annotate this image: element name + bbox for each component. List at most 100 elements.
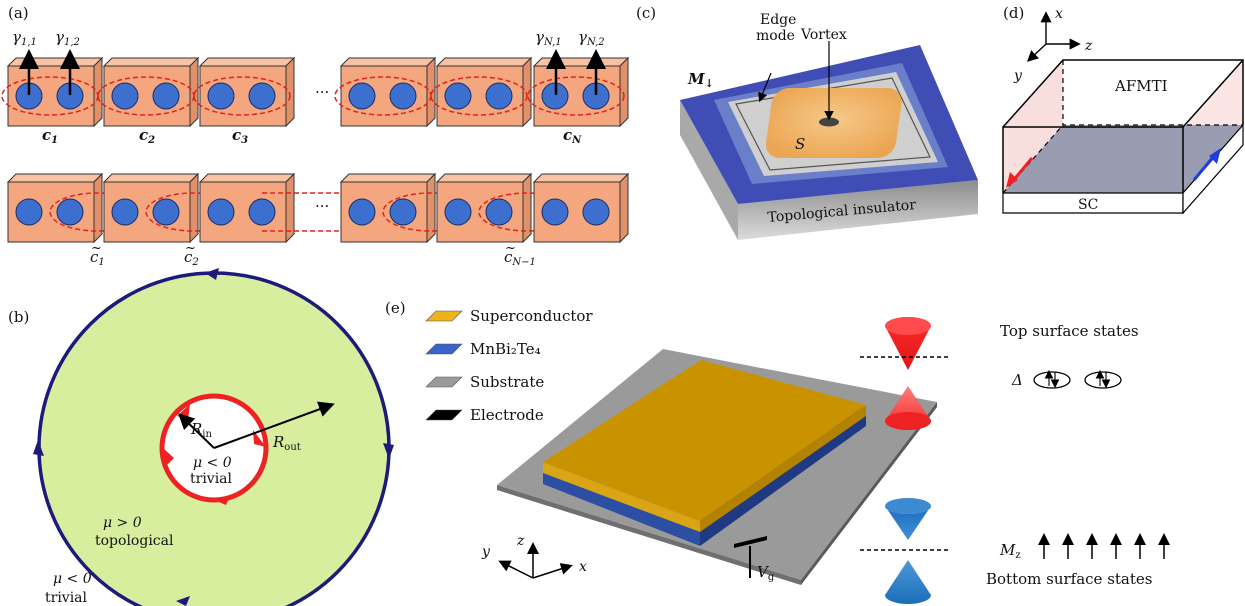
majorana-site bbox=[111, 198, 139, 226]
ring-mu-label: μ > 0 bbox=[103, 515, 142, 531]
inner-arrow-bottom bbox=[214, 495, 230, 505]
legend-label: MnBi₂Te₄ bbox=[470, 340, 541, 358]
chain-row-top bbox=[1, 56, 630, 128]
slab-front-side bbox=[738, 180, 978, 240]
pairing-ellipse bbox=[527, 76, 625, 116]
top-states-label: Top surface states bbox=[1000, 322, 1139, 340]
panel-e-label: (e) bbox=[385, 299, 406, 317]
chain-dots-bottom: ··· bbox=[315, 197, 329, 215]
cell-side-face bbox=[619, 56, 629, 128]
cell-top-face bbox=[435, 57, 533, 67]
legend-item: MnBi₂Te₄ bbox=[425, 340, 541, 358]
pairing-ellipse bbox=[334, 76, 432, 116]
axis-x-label: x bbox=[1055, 6, 1063, 22]
r-in-label: Rin bbox=[190, 420, 212, 440]
unit-cell bbox=[527, 56, 630, 128]
vortex-label: Vortex bbox=[800, 27, 847, 43]
pairing-ellipse bbox=[1, 76, 99, 116]
c1-label: c1 bbox=[42, 126, 58, 146]
cooper-pair-2 bbox=[1084, 369, 1122, 389]
majorana-site bbox=[389, 198, 417, 226]
outer-arrow-left bbox=[33, 440, 44, 456]
legend-item: Substrate bbox=[425, 373, 544, 391]
legend-swatch bbox=[425, 343, 463, 355]
ct1-tilde: ~ bbox=[91, 241, 102, 256]
cell-side-face bbox=[426, 172, 436, 244]
r-out-arrow bbox=[213, 401, 335, 449]
bottom-surface-cones bbox=[860, 498, 948, 604]
c2-label: c2 bbox=[139, 126, 155, 146]
cN-label: cN bbox=[563, 126, 582, 146]
panel-b-label: (b) bbox=[8, 308, 29, 326]
legend-label: Substrate bbox=[470, 373, 544, 391]
outer-arrow-bottom bbox=[176, 596, 190, 606]
substrate-side-edge bbox=[801, 402, 937, 585]
majorana-site bbox=[444, 198, 472, 226]
outer-arrow-right bbox=[383, 443, 394, 459]
ctN1-label: cN−1 bbox=[504, 248, 536, 268]
cell-top-face bbox=[6, 57, 104, 67]
unit-cell bbox=[430, 56, 533, 128]
blue-cone-lower bbox=[885, 560, 931, 604]
majorana-site bbox=[444, 82, 472, 110]
legend-label: Superconductor bbox=[470, 307, 593, 325]
majorana-site bbox=[152, 198, 180, 226]
legend-swatch bbox=[425, 376, 463, 388]
afm-hidden-edges bbox=[1062, 60, 1243, 126]
majorana-site bbox=[15, 198, 43, 226]
s-label: S bbox=[795, 135, 805, 153]
unit-cell bbox=[532, 172, 630, 244]
majorana-site bbox=[152, 82, 180, 110]
sc-front bbox=[543, 462, 700, 532]
majorana-site bbox=[207, 198, 235, 226]
unit-cell bbox=[193, 56, 296, 128]
blue-cone-upper bbox=[885, 506, 931, 540]
unit-cell bbox=[1, 56, 104, 128]
unit-cell bbox=[97, 56, 200, 128]
majorana-site bbox=[485, 198, 513, 226]
legend-label: Electrode bbox=[470, 406, 544, 424]
ct2-label: c2 bbox=[184, 248, 199, 268]
cell-top-face bbox=[102, 173, 200, 183]
gamma-arrows bbox=[19, 49, 606, 95]
hinge-arrow-right bbox=[1209, 148, 1221, 164]
cell-top-face bbox=[532, 57, 630, 67]
axis-z-label: z bbox=[1084, 38, 1093, 54]
afmti-label: AFMTI bbox=[1114, 77, 1168, 95]
electrode bbox=[734, 536, 767, 548]
chain-row-bottom bbox=[6, 172, 630, 244]
blue-cone-upper-cap bbox=[885, 498, 931, 514]
e-axis-y-label: y bbox=[481, 544, 491, 560]
ct1-label: c1 bbox=[90, 248, 105, 268]
cell-top-face bbox=[339, 57, 437, 67]
legend: Superconductor MnBi₂Te₄ Substrate Electrode bbox=[425, 307, 593, 424]
unit-cell bbox=[339, 172, 479, 244]
sc-top bbox=[543, 360, 866, 521]
unit-cell bbox=[198, 172, 296, 244]
majorana-site bbox=[485, 82, 513, 110]
ring-topological-label: topological bbox=[95, 533, 174, 549]
majorana-site bbox=[207, 82, 235, 110]
c3-label: c3 bbox=[232, 126, 248, 146]
majorana-site bbox=[248, 198, 276, 226]
cell-top-face bbox=[198, 57, 296, 67]
edge-mode-arrow bbox=[758, 72, 772, 103]
majorana-site bbox=[348, 82, 376, 110]
majorana-site bbox=[389, 82, 417, 110]
m-label: M↓ bbox=[687, 70, 714, 90]
cell-top-face bbox=[532, 173, 630, 183]
cell-side-face bbox=[522, 172, 532, 244]
majorana-site bbox=[248, 82, 276, 110]
edge-mode-path bbox=[735, 77, 931, 171]
panel-d-label: (d) bbox=[1003, 4, 1024, 22]
panel-e: (e) Superconductor MnBi₂Te₄ Substrate Elect… bbox=[385, 299, 1170, 604]
top-surface-cones bbox=[860, 317, 948, 430]
mz-label: Mz bbox=[999, 541, 1021, 561]
unit-cell bbox=[435, 172, 576, 244]
mnbite-front bbox=[543, 469, 700, 546]
unit-cell bbox=[6, 172, 146, 244]
legend-swatch bbox=[425, 409, 463, 421]
delta-label: Δ bbox=[1011, 371, 1023, 389]
unit-cell bbox=[334, 56, 437, 128]
